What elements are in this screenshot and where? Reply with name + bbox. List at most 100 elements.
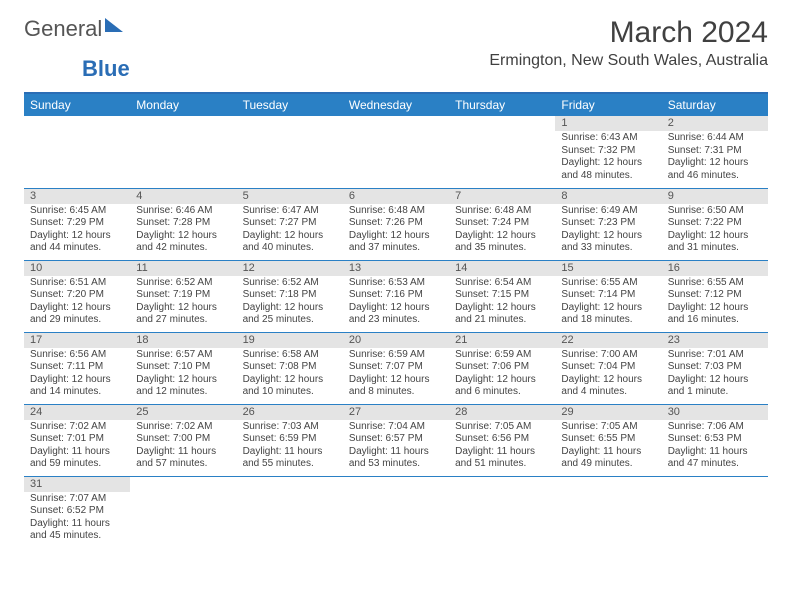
cell-line: Daylight: 12 hours xyxy=(668,302,762,315)
calendar-row: 24Sunrise: 7:02 AMSunset: 7:01 PMDayligh… xyxy=(24,404,768,476)
calendar-cell: 1Sunrise: 6:43 AMSunset: 7:32 PMDaylight… xyxy=(555,116,661,188)
cell-line: Daylight: 12 hours xyxy=(668,230,762,243)
calendar-cell: 18Sunrise: 6:57 AMSunset: 7:10 PMDayligh… xyxy=(130,332,236,404)
calendar-row: 17Sunrise: 6:56 AMSunset: 7:11 PMDayligh… xyxy=(24,332,768,404)
cell-line: Daylight: 11 hours xyxy=(136,446,230,459)
calendar-cell xyxy=(555,476,661,548)
day-number: 1 xyxy=(561,117,655,129)
cell-line: and 8 minutes. xyxy=(349,386,443,399)
cell-line: and 25 minutes. xyxy=(243,314,337,327)
cell-line: and 47 minutes. xyxy=(668,458,762,471)
day-header: Thursday xyxy=(449,93,555,116)
cell-line: Sunrise: 7:02 AM xyxy=(136,421,230,434)
cell-line: Sunset: 7:01 PM xyxy=(30,433,124,446)
cell-line: Sunset: 7:00 PM xyxy=(136,433,230,446)
cell-line: Sunset: 7:28 PM xyxy=(136,217,230,230)
cell-line: Sunset: 7:22 PM xyxy=(668,217,762,230)
location-text: Ermington, New South Wales, Australia xyxy=(489,52,768,70)
cell-line: and 57 minutes. xyxy=(136,458,230,471)
cell-line: and 14 minutes. xyxy=(30,386,124,399)
day-number: 22 xyxy=(561,334,655,346)
cell-line: Sunrise: 6:44 AM xyxy=(668,132,762,145)
cell-line: and 18 minutes. xyxy=(561,314,655,327)
day-number: 24 xyxy=(30,406,124,418)
calendar-cell: 2Sunrise: 6:44 AMSunset: 7:31 PMDaylight… xyxy=(662,116,768,188)
day-header: Saturday xyxy=(662,93,768,116)
cell-line: Sunset: 7:32 PM xyxy=(561,145,655,158)
cell-line: Daylight: 12 hours xyxy=(243,230,337,243)
cell-line: and 12 minutes. xyxy=(136,386,230,399)
cell-line: Sunrise: 6:58 AM xyxy=(243,349,337,362)
cell-line: and 55 minutes. xyxy=(243,458,337,471)
cell-line: Sunrise: 7:04 AM xyxy=(349,421,443,434)
title-block: March 2024 Ermington, New South Wales, A… xyxy=(489,16,768,70)
calendar-cell xyxy=(130,116,236,188)
cell-line: Sunset: 7:12 PM xyxy=(668,289,762,302)
day-number: 25 xyxy=(136,406,230,418)
cell-line: Daylight: 12 hours xyxy=(30,230,124,243)
cell-line: Daylight: 12 hours xyxy=(243,374,337,387)
cell-line: Sunset: 7:11 PM xyxy=(30,361,124,374)
day-header-row: Sunday Monday Tuesday Wednesday Thursday… xyxy=(24,93,768,116)
calendar-cell: 10Sunrise: 6:51 AMSunset: 7:20 PMDayligh… xyxy=(24,260,130,332)
calendar-cell: 28Sunrise: 7:05 AMSunset: 6:56 PMDayligh… xyxy=(449,404,555,476)
cell-line: Sunrise: 7:07 AM xyxy=(30,493,124,506)
cell-line: Sunset: 7:19 PM xyxy=(136,289,230,302)
cell-line: and 4 minutes. xyxy=(561,386,655,399)
cell-line: Sunset: 7:20 PM xyxy=(30,289,124,302)
day-number: 4 xyxy=(136,190,230,202)
calendar-table: Sunday Monday Tuesday Wednesday Thursday… xyxy=(24,92,768,548)
cell-line: Sunset: 7:23 PM xyxy=(561,217,655,230)
cell-line: Sunrise: 6:54 AM xyxy=(455,277,549,290)
cell-line: Daylight: 12 hours xyxy=(349,374,443,387)
cell-line: and 37 minutes. xyxy=(349,242,443,255)
cell-line: Sunset: 7:14 PM xyxy=(561,289,655,302)
calendar-cell: 24Sunrise: 7:02 AMSunset: 7:01 PMDayligh… xyxy=(24,404,130,476)
cell-line: and 27 minutes. xyxy=(136,314,230,327)
cell-line: Sunset: 7:15 PM xyxy=(455,289,549,302)
cell-line: and 21 minutes. xyxy=(455,314,549,327)
cell-line: Sunrise: 6:52 AM xyxy=(136,277,230,290)
cell-line: Sunrise: 6:59 AM xyxy=(455,349,549,362)
cell-line: and 46 minutes. xyxy=(668,170,762,183)
cell-line: and 1 minute. xyxy=(668,386,762,399)
cell-line: Sunrise: 7:03 AM xyxy=(243,421,337,434)
calendar-cell: 26Sunrise: 7:03 AMSunset: 6:59 PMDayligh… xyxy=(237,404,343,476)
calendar-cell: 25 Sunrise: 7:02 AMSunset: 7:00 PMDayligh… xyxy=(130,404,236,476)
day-header: Sunday xyxy=(24,93,130,116)
cell-line: Daylight: 12 hours xyxy=(668,374,762,387)
cell-line: Sunset: 7:06 PM xyxy=(455,361,549,374)
cell-line: Daylight: 11 hours xyxy=(30,446,124,459)
calendar-cell: 7Sunrise: 6:48 AMSunset: 7:24 PMDaylight… xyxy=(449,188,555,260)
cell-line: Sunrise: 6:47 AM xyxy=(243,205,337,218)
calendar-cell: 16Sunrise: 6:55 AMSunset: 7:12 PMDayligh… xyxy=(662,260,768,332)
cell-line: Sunset: 7:18 PM xyxy=(243,289,337,302)
cell-line: Daylight: 12 hours xyxy=(136,230,230,243)
cell-line: Sunset: 6:56 PM xyxy=(455,433,549,446)
cell-line: Daylight: 12 hours xyxy=(455,302,549,315)
cell-line: Sunset: 6:55 PM xyxy=(561,433,655,446)
cell-line: Sunset: 6:59 PM xyxy=(243,433,337,446)
day-header: Wednesday xyxy=(343,93,449,116)
cell-line: Sunrise: 6:43 AM xyxy=(561,132,655,145)
day-number: 23 xyxy=(668,334,762,346)
cell-line: and 31 minutes. xyxy=(668,242,762,255)
cell-line: Daylight: 12 hours xyxy=(243,302,337,315)
cell-line: Daylight: 12 hours xyxy=(561,302,655,315)
cell-line: and 6 minutes. xyxy=(455,386,549,399)
brand-part2: Blue xyxy=(82,56,130,81)
cell-line: Daylight: 11 hours xyxy=(455,446,549,459)
cell-line: Sunset: 6:53 PM xyxy=(668,433,762,446)
day-number: 12 xyxy=(243,262,337,274)
calendar-cell: 13Sunrise: 6:53 AMSunset: 7:16 PMDayligh… xyxy=(343,260,449,332)
calendar-cell: 6Sunrise: 6:48 AMSunset: 7:26 PMDaylight… xyxy=(343,188,449,260)
cell-line: Sunrise: 6:52 AM xyxy=(243,277,337,290)
cell-line: Sunset: 7:24 PM xyxy=(455,217,549,230)
calendar-cell: 20Sunrise: 6:59 AMSunset: 7:07 PMDayligh… xyxy=(343,332,449,404)
calendar-cell: 21Sunrise: 6:59 AMSunset: 7:06 PMDayligh… xyxy=(449,332,555,404)
cell-line: Sunset: 7:08 PM xyxy=(243,361,337,374)
cell-line: Daylight: 12 hours xyxy=(561,230,655,243)
cell-line: Sunrise: 7:00 AM xyxy=(561,349,655,362)
calendar-cell xyxy=(343,116,449,188)
day-number: 19 xyxy=(243,334,337,346)
